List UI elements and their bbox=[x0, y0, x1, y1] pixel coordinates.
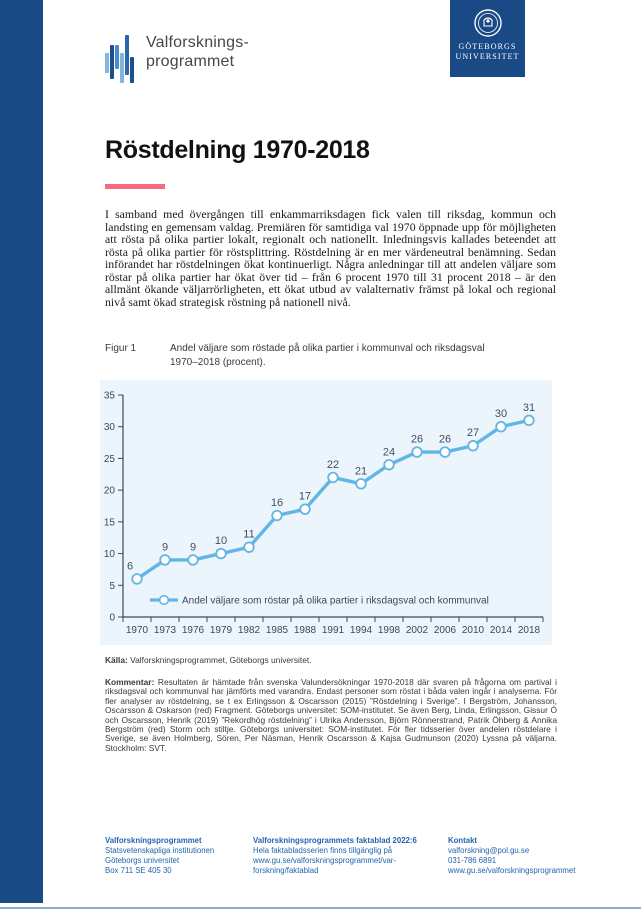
series-value-labels: 6 9 9 10 11 16 17 22 21 24 26 26 27 30 31 bbox=[127, 402, 535, 573]
footer-column-series: Valforskningsprogrammets faktablad 2022:… bbox=[253, 836, 453, 876]
x-axis: 1970 1973 1976 1979 1982 1985 1988 1991 1994 1998… bbox=[122, 616, 544, 636]
university-name-line2: UNIVERSITET bbox=[455, 52, 520, 61]
university-logo: GÖTEBORGS UNIVERSITET bbox=[450, 0, 525, 77]
comment-note: Kommentar: Resultaten är hämtade från sv… bbox=[105, 677, 557, 753]
series-markers bbox=[131, 414, 535, 585]
footer-org-line: Statsvetenskapliga institutionen bbox=[105, 846, 215, 855]
source-note: Källa: Valforskningsprogrammet, Göteborg… bbox=[105, 655, 557, 665]
program-name-line1: Valforsknings- bbox=[146, 34, 249, 51]
svg-text:30: 30 bbox=[104, 422, 116, 433]
legend: Andel väljare som röstar på olika partie… bbox=[150, 595, 489, 607]
page-title: Röstdelning 1970-2018 bbox=[105, 136, 370, 164]
svg-text:10: 10 bbox=[215, 535, 227, 547]
svg-text:0: 0 bbox=[109, 613, 115, 624]
svg-text:1970: 1970 bbox=[126, 625, 149, 636]
svg-text:21: 21 bbox=[355, 465, 367, 477]
footer-org-title: Valforskningsprogrammet bbox=[105, 836, 202, 845]
footer-contact-phone: 031-786 6891 bbox=[448, 856, 497, 865]
comment-text: Resultaten är hämtade från svenska Valun… bbox=[105, 677, 557, 753]
intro-paragraph: I samband med övergången till enkammarri… bbox=[105, 207, 556, 309]
svg-text:1998: 1998 bbox=[378, 625, 401, 636]
footer-org-line: Box 711 SE 405 30 bbox=[105, 866, 172, 875]
svg-text:26: 26 bbox=[439, 434, 451, 446]
footer-series-url: forskning/faktablad bbox=[253, 866, 319, 875]
svg-text:11: 11 bbox=[243, 529, 254, 541]
svg-text:2014: 2014 bbox=[490, 625, 513, 636]
svg-text:35: 35 bbox=[104, 391, 116, 402]
university-seal-icon bbox=[473, 9, 502, 37]
figure-caption: Figur 1 Andel väljare som röstade på oli… bbox=[105, 342, 510, 370]
svg-text:10: 10 bbox=[104, 549, 116, 560]
source-label: Källa: bbox=[105, 655, 128, 665]
svg-text:2018: 2018 bbox=[518, 625, 541, 636]
svg-text:24: 24 bbox=[383, 446, 395, 458]
svg-text:30: 30 bbox=[495, 408, 507, 420]
footer-series-url: www.gu.se/valforskningsprogrammet/var- bbox=[253, 856, 396, 865]
footer-contact-url: www.gu.se/valforskningsprogrammet bbox=[448, 866, 576, 875]
svg-text:1979: 1979 bbox=[210, 625, 233, 636]
figure-caption-text: Andel väljare som röstade på olika parti… bbox=[170, 343, 485, 368]
svg-text:2006: 2006 bbox=[434, 625, 457, 636]
svg-text:1985: 1985 bbox=[266, 625, 289, 636]
figure-1-chart: 0 5 10 15 20 25 30 35 1970 1973 1976 1979 1982 1985 19… bbox=[100, 380, 552, 645]
svg-text:6: 6 bbox=[127, 560, 133, 572]
svg-text:16: 16 bbox=[271, 497, 283, 509]
footer-column-contact: Kontakt valforskning@pol.gu.se 031-786 6… bbox=[448, 836, 628, 876]
left-accent-bar bbox=[0, 0, 43, 903]
bottom-rule bbox=[0, 907, 641, 909]
footer-contact-email: valforskning@pol.gu.se bbox=[448, 846, 530, 855]
program-logo-text: Valforsknings- programmet bbox=[146, 33, 249, 71]
svg-text:15: 15 bbox=[104, 517, 116, 528]
university-name-line1: GÖTEBORGS bbox=[458, 42, 517, 51]
svg-text:17: 17 bbox=[299, 491, 311, 503]
svg-text:1982: 1982 bbox=[238, 625, 261, 636]
footer-series-line: Hela faktabladsserien finns tillgänglig … bbox=[253, 846, 393, 855]
figure-label: Figur 1 bbox=[105, 343, 137, 354]
bar-chart-logo-icon bbox=[105, 35, 137, 83]
svg-text:1994: 1994 bbox=[350, 625, 373, 636]
svg-text:1991: 1991 bbox=[322, 625, 345, 636]
svg-text:1988: 1988 bbox=[294, 625, 317, 636]
svg-text:1973: 1973 bbox=[154, 625, 177, 636]
svg-text:25: 25 bbox=[104, 454, 116, 465]
program-name-line2: programmet bbox=[146, 53, 235, 70]
footer-contact-title: Kontakt bbox=[448, 836, 478, 845]
footer-column-organisation: Valforskningsprogrammet Statsvetenskapli… bbox=[105, 836, 245, 876]
y-axis: 0 5 10 15 20 25 30 35 bbox=[104, 391, 124, 624]
program-logo: Valforsknings- programmet bbox=[105, 33, 249, 83]
svg-text:9: 9 bbox=[190, 541, 196, 553]
svg-text:1976: 1976 bbox=[182, 625, 205, 636]
svg-text:31: 31 bbox=[523, 402, 535, 414]
svg-text:27: 27 bbox=[467, 427, 479, 439]
legend-label: Andel väljare som röstar på olika partie… bbox=[182, 595, 489, 607]
svg-text:26: 26 bbox=[411, 434, 423, 446]
svg-text:22: 22 bbox=[327, 459, 339, 471]
title-underline-accent bbox=[105, 184, 165, 189]
svg-text:9: 9 bbox=[162, 541, 168, 553]
svg-text:2010: 2010 bbox=[462, 625, 485, 636]
source-text: Valforskningsprogrammet, Göteborgs unive… bbox=[127, 655, 312, 665]
svg-text:5: 5 bbox=[109, 581, 115, 592]
svg-text:20: 20 bbox=[104, 486, 116, 497]
university-name: GÖTEBORGS UNIVERSITET bbox=[455, 42, 519, 62]
footer-org-line: Göteborgs universitet bbox=[105, 856, 180, 865]
comment-label: Kommentar: bbox=[105, 677, 155, 687]
footer-series-title: Valforskningsprogrammets faktablad 2022:… bbox=[253, 836, 417, 845]
svg-text:2002: 2002 bbox=[406, 625, 429, 636]
